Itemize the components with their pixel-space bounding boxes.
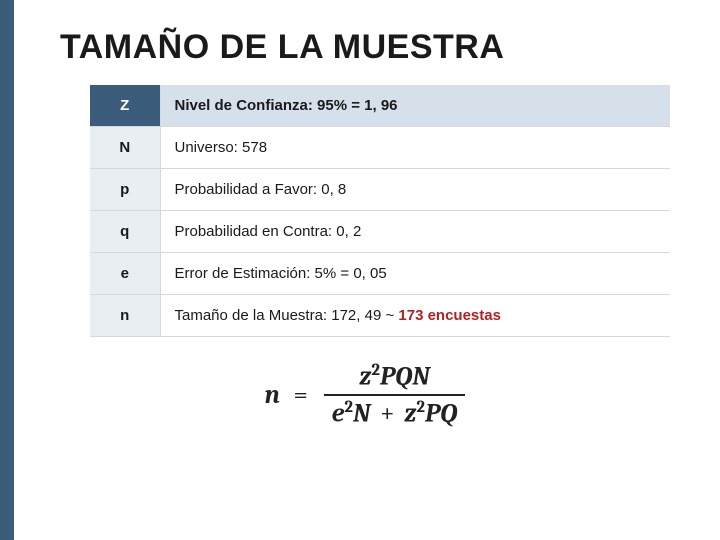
param-description: Universo: 578	[160, 127, 670, 169]
table-row: pProbabilidad a Favor: 0, 8	[90, 169, 670, 211]
param-description: Probabilidad a Favor: 0, 8	[160, 169, 670, 211]
table-row: ZNivel de Confianza: 95% = 1, 96	[90, 85, 670, 127]
formula-container: n = z2PQN e2N + z2PQ	[60, 361, 670, 428]
formula-equals: =	[294, 380, 318, 410]
formula-numerator: z2PQN	[324, 361, 466, 396]
param-description: Tamaño de la Muestra: 172, 49 ~ 173 encu…	[160, 295, 670, 337]
param-symbol: p	[90, 169, 160, 211]
page-title: TAMAÑO DE LA MUESTRA	[60, 28, 670, 67]
slide-content: TAMAÑO DE LA MUESTRA ZNivel de Confianza…	[0, 0, 720, 428]
formula-fraction: z2PQN e2N + z2PQ	[324, 361, 466, 428]
param-symbol: N	[90, 127, 160, 169]
table-row: qProbabilidad en Contra: 0, 2	[90, 211, 670, 253]
accent-bar	[0, 0, 14, 540]
param-symbol: q	[90, 211, 160, 253]
param-description: Error de Estimación: 5% = 0, 05	[160, 253, 670, 295]
formula-denominator: e2N + z2PQ	[324, 396, 466, 429]
table-row: nTamaño de la Muestra: 172, 49 ~ 173 enc…	[90, 295, 670, 337]
param-description: Nivel de Confianza: 95% = 1, 96	[160, 85, 670, 127]
table-row: eError de Estimación: 5% = 0, 05	[90, 253, 670, 295]
sample-size-formula: n = z2PQN e2N + z2PQ	[265, 361, 466, 428]
param-symbol: n	[90, 295, 160, 337]
table-row: NUniverso: 578	[90, 127, 670, 169]
param-symbol: Z	[90, 85, 160, 127]
parameters-table: ZNivel de Confianza: 95% = 1, 96NUnivers…	[90, 85, 670, 337]
highlight-text: 173 encuestas	[398, 307, 501, 324]
formula-lhs: n	[265, 380, 288, 410]
param-symbol: e	[90, 253, 160, 295]
param-description: Probabilidad en Contra: 0, 2	[160, 211, 670, 253]
